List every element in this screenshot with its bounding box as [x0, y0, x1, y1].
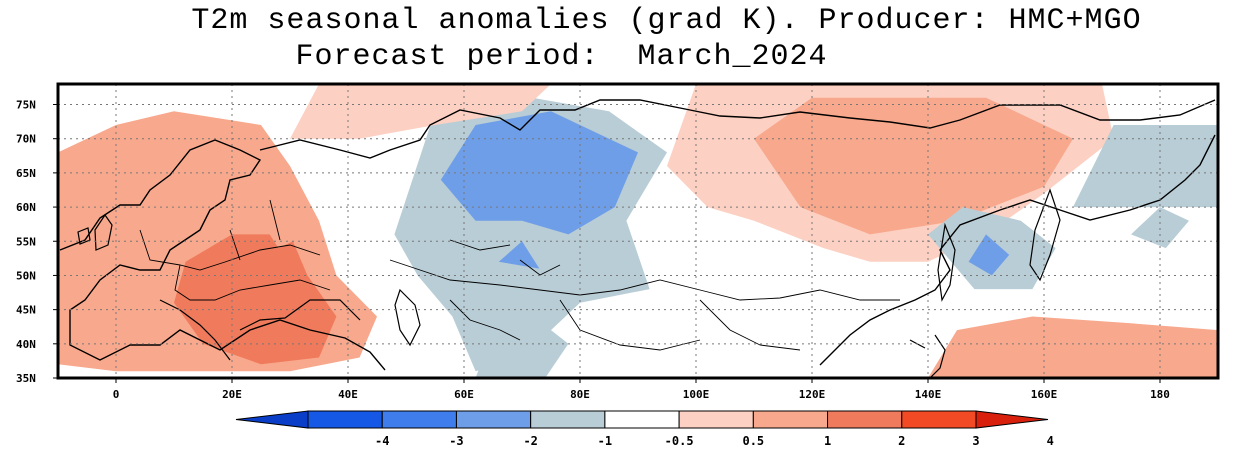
colorbar-bin: [901, 410, 977, 429]
colorbar: -4 -3 -2 -1 -0.5 0.5 1 2 3 4: [235, 410, 1054, 448]
colorbar-bin: [307, 410, 383, 429]
anomaly-region-europe-warm-core: [174, 234, 337, 365]
colorbar-tick-label: -4: [375, 434, 389, 448]
lon-tick-label: 120E: [799, 388, 826, 401]
country-borders: [139, 199, 900, 351]
coastline-europe: [59, 139, 386, 371]
coastline-sakhalin: [937, 222, 956, 302]
colorbar-tick-label: 2: [898, 434, 905, 448]
anomaly-region-arctic-cool-northeast: [1073, 125, 1218, 208]
lon-tick-label: 180: [1150, 388, 1170, 401]
latitude-labels: 75N 70N 65N 60N 55N 50N 45N 40N 35N: [16, 99, 58, 385]
colorbar-tick-label: -2: [523, 434, 537, 448]
colorbar-bin: [455, 410, 532, 429]
lon-tick-label: 40E: [338, 388, 358, 401]
colorbar-tick-label: -0.5: [665, 434, 694, 448]
map-title: T2m seasonal anomalies (grad K). Produce…: [191, 4, 1142, 38]
lon-tick-label: 60E: [454, 388, 474, 401]
lon-tick-label: 160E: [1031, 388, 1058, 401]
colorbar-tick-label: 4: [1047, 434, 1054, 448]
lon-tick-label: 80E: [570, 388, 590, 401]
colorbar-bin: [678, 410, 754, 429]
colorbar-bin: [752, 410, 829, 429]
lat-tick-label: 60N: [16, 201, 36, 214]
colorbar-bin: [381, 410, 457, 429]
lon-tick-label: 140E: [915, 388, 942, 401]
anomaly-region-kamchatka-cool: [1131, 207, 1189, 249]
anomaly-region-scandinavia-warm: [261, 193, 308, 249]
anomaly-region-arctic-warm: [290, 84, 551, 139]
lon-tick-label: 0: [113, 388, 120, 401]
anomaly-region-kazakh-cold: [498, 241, 540, 269]
lat-tick-label: 50N: [16, 269, 36, 282]
colorbar-bin: [604, 410, 680, 429]
colorbar-bin: [827, 410, 903, 429]
coastline-british-isles: [77, 213, 113, 251]
anomaly-region-east-siberia-warm-core: [754, 97, 1073, 235]
anomaly-region-pacific-warm: [928, 316, 1218, 378]
lat-tick-label: 70N: [16, 133, 36, 146]
map-frame: [56, 82, 1220, 380]
map-subtitle: Forecast period: March_2024: [295, 40, 828, 74]
coastline-caspian: [394, 288, 421, 347]
lat-tick-label: 65N: [16, 167, 36, 180]
coastline-kamchatka: [1029, 188, 1061, 282]
lat-tick-label: 45N: [16, 304, 36, 317]
colorbar-high-end: [975, 410, 1049, 429]
lat-tick-label: 55N: [16, 235, 36, 248]
anomaly-region-okhotsk-cold: [968, 234, 1010, 276]
colorbar-bin: [530, 410, 606, 429]
lat-tick-label: 35N: [16, 372, 36, 385]
anomaly-regions: [58, 84, 1218, 378]
colorbar-tick-label: -1: [598, 434, 612, 448]
lat-tick-label: 75N: [16, 99, 36, 112]
lat-tick-label: 40N: [16, 338, 36, 351]
colorbar-tick-label: 1: [824, 434, 831, 448]
colorbar-tick-label: -3: [449, 434, 463, 448]
colorbar-low-end: [235, 410, 309, 429]
lon-tick-label: 20E: [222, 388, 242, 401]
coastline-mediterranean: [159, 299, 361, 361]
anomaly-region-central-asia-cool: [475, 316, 569, 378]
lon-tick-label: 100E: [683, 388, 710, 401]
longitude-labels: 0 20E 40E 60E 80E 100E 120E 140E 160E 180: [113, 378, 1170, 401]
colorbar-tick-label: 3: [972, 434, 979, 448]
colorbar-tick-label: 0.5: [742, 434, 764, 448]
